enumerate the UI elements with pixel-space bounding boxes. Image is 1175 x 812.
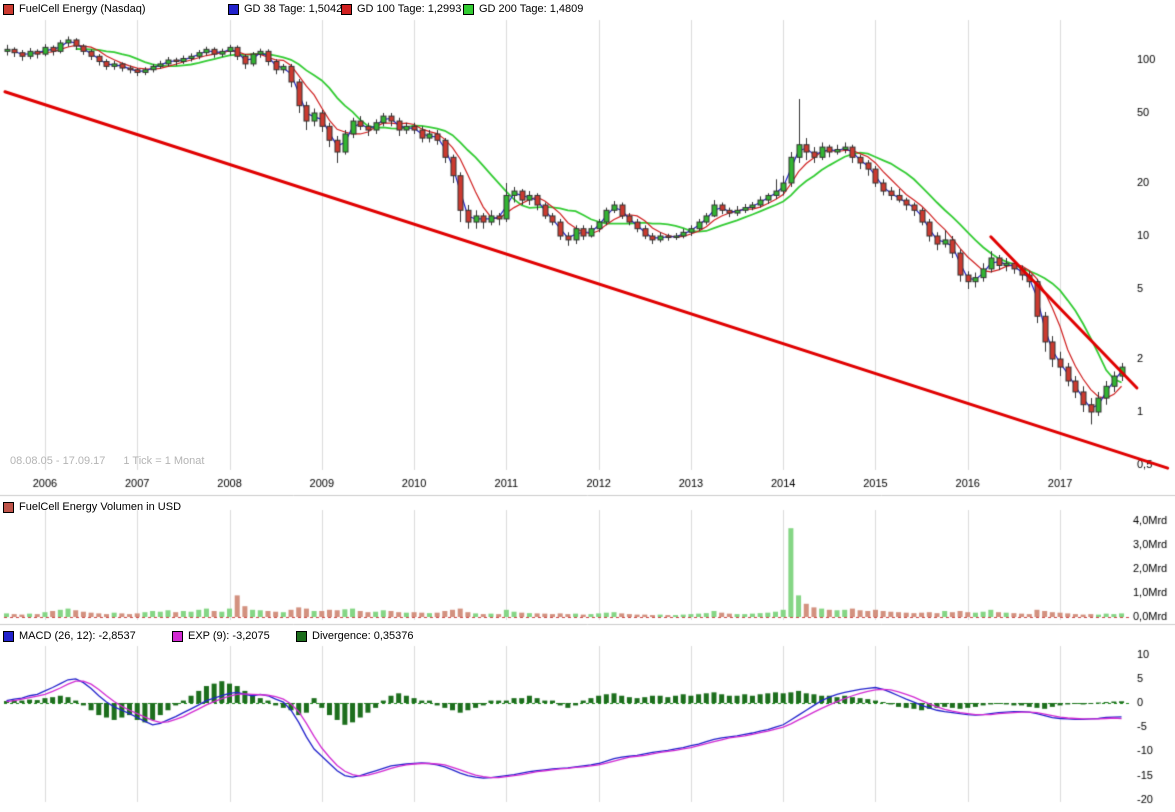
gd200-swatch-icon: [463, 3, 474, 15]
macd-series-swatch-icon: [3, 630, 14, 642]
legend-item-gd100: GD 100 Tage: 1,2993: [341, 3, 461, 15]
exp-series-swatch-icon: [172, 630, 183, 642]
gd100-label: GD 100 Tage: 1,2993: [357, 3, 462, 15]
gd38-label: GD 38 Tage: 1,5042: [244, 3, 343, 15]
period-text: 08.08.05 - 17.09.17: [10, 455, 106, 467]
legend-item-price: FuelCell Energy (Nasdaq): [3, 3, 146, 15]
date-range-note: 08.08.05 - 17.09.17 1 Tick = 1 Monat: [10, 455, 222, 467]
price-series-label: FuelCell Energy (Nasdaq): [19, 3, 146, 15]
macd-series-label: MACD (26, 12): -2,8537: [19, 630, 136, 642]
macd-legend: MACD (26, 12): -2,8537 EXP (9): -3,2075 …: [0, 628, 1175, 644]
volume-series-swatch-icon: [3, 501, 14, 513]
legend-item-exp: EXP (9): -3,2075: [172, 630, 270, 642]
legend-item-volume: FuelCell Energy Volumen in USD: [3, 501, 181, 513]
price-series-swatch-icon: [3, 3, 14, 15]
divergence-series-swatch-icon: [296, 630, 307, 642]
divergence-series-label: Divergence: 0,35376: [312, 630, 414, 642]
legend-item-macd: MACD (26, 12): -2,8537: [3, 630, 136, 642]
volume-series-label: FuelCell Energy Volumen in USD: [19, 501, 182, 513]
exp-series-label: EXP (9): -3,2075: [188, 630, 270, 642]
tick-unit-text: 1 Tick = 1 Monat: [123, 455, 205, 467]
volume-legend: FuelCell Energy Volumen in USD: [0, 499, 1175, 515]
main-chart-legend: FuelCell Energy (Nasdaq) GD 38 Tage: 1,5…: [0, 1, 1175, 17]
legend-item-divergence: Divergence: 0,35376: [296, 630, 414, 642]
legend-item-gd38: GD 38 Tage: 1,5042: [228, 3, 342, 15]
gd38-swatch-icon: [228, 3, 239, 15]
legend-item-gd200: GD 200 Tage: 1,4809: [463, 3, 583, 15]
gd200-label: GD 200 Tage: 1,4809: [479, 3, 584, 15]
gd100-swatch-icon: [341, 3, 352, 15]
